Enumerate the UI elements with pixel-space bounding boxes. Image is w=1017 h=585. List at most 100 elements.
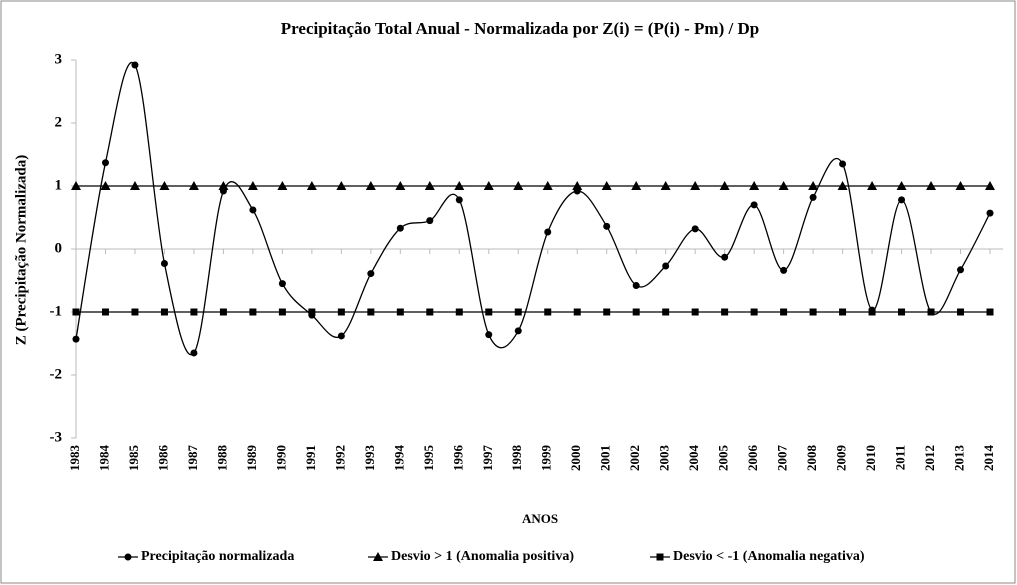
point bbox=[632, 308, 640, 316]
point bbox=[573, 308, 581, 316]
legend-marker bbox=[656, 553, 664, 561]
x-tick-label: 2011 bbox=[893, 445, 908, 470]
legend-label: Desvio > 1 (Anomalia positiva) bbox=[391, 549, 574, 564]
legend-marker bbox=[373, 552, 383, 561]
x-tick-label: 2013 bbox=[952, 445, 967, 472]
point bbox=[544, 308, 552, 316]
point bbox=[514, 327, 522, 335]
x-tick-label: 1996 bbox=[450, 445, 465, 472]
point bbox=[957, 266, 965, 274]
x-tick-label: 1997 bbox=[480, 444, 495, 471]
point bbox=[131, 308, 139, 316]
x-tick-label: 1988 bbox=[214, 445, 229, 472]
point bbox=[660, 181, 671, 190]
point bbox=[129, 181, 140, 190]
x-tick-label: 2001 bbox=[598, 445, 613, 471]
x-axis-label: ANOS bbox=[522, 511, 558, 526]
point bbox=[603, 308, 611, 316]
x-tick-label: 2009 bbox=[834, 445, 849, 472]
point bbox=[455, 308, 463, 316]
point bbox=[247, 181, 258, 190]
x-tick-label: 1985 bbox=[126, 445, 141, 472]
legend-label: Precipitação normalizada bbox=[141, 549, 294, 564]
point bbox=[719, 181, 730, 190]
point bbox=[249, 308, 257, 316]
point bbox=[809, 193, 817, 201]
x-tick-label: 2000 bbox=[568, 445, 583, 471]
point bbox=[780, 308, 788, 316]
point bbox=[750, 308, 758, 316]
point bbox=[603, 222, 611, 230]
x-tick-label: 1999 bbox=[539, 445, 554, 472]
point bbox=[396, 308, 404, 316]
point bbox=[778, 181, 789, 190]
point bbox=[601, 181, 612, 190]
point bbox=[721, 308, 729, 316]
y-tick-label: -2 bbox=[50, 366, 63, 382]
point bbox=[544, 228, 552, 236]
point bbox=[986, 308, 994, 316]
point bbox=[926, 181, 937, 190]
point bbox=[662, 308, 670, 316]
point bbox=[365, 181, 376, 190]
point bbox=[485, 331, 493, 339]
point bbox=[249, 206, 257, 214]
point bbox=[896, 181, 907, 190]
point bbox=[632, 282, 640, 290]
point bbox=[485, 308, 493, 316]
point bbox=[188, 181, 199, 190]
point bbox=[101, 308, 109, 316]
x-tick-label: 1987 bbox=[185, 445, 200, 472]
point bbox=[927, 308, 935, 316]
point bbox=[395, 181, 406, 190]
point bbox=[513, 181, 524, 190]
y-tick-label: 1 bbox=[55, 177, 63, 193]
y-tick-label: 2 bbox=[55, 114, 63, 130]
point bbox=[278, 280, 286, 288]
point bbox=[424, 181, 435, 190]
y-tick-label: -3 bbox=[50, 429, 63, 445]
point bbox=[808, 181, 819, 190]
x-tick-label: 1998 bbox=[509, 445, 524, 472]
x-tick-label: 2012 bbox=[922, 445, 937, 471]
point bbox=[691, 225, 699, 233]
legend-label: Desvio < -1 (Anomalia negativa) bbox=[673, 549, 865, 564]
point bbox=[572, 181, 583, 190]
y-tick-label: 3 bbox=[55, 51, 63, 67]
x-tick-label: 1991 bbox=[303, 445, 318, 471]
point bbox=[308, 308, 316, 316]
point bbox=[337, 332, 345, 340]
point bbox=[336, 181, 347, 190]
point bbox=[72, 335, 80, 343]
x-tick-label: 1986 bbox=[155, 445, 170, 472]
x-tick-label: 2003 bbox=[657, 445, 672, 472]
point bbox=[219, 308, 227, 316]
point bbox=[71, 181, 81, 190]
x-tick-label: 2005 bbox=[716, 445, 731, 472]
point bbox=[483, 181, 494, 190]
point bbox=[337, 308, 345, 316]
point bbox=[986, 209, 994, 217]
x-tick-label: 1992 bbox=[332, 445, 347, 471]
point bbox=[455, 196, 463, 204]
x-tick-label: 1983 bbox=[67, 445, 82, 472]
y-tick-label: 0 bbox=[55, 240, 63, 256]
x-tick-label: 2014 bbox=[981, 445, 996, 472]
x-tick-label: 2006 bbox=[745, 445, 760, 472]
point bbox=[837, 181, 848, 190]
x-tick-label: 1984 bbox=[96, 445, 111, 472]
point bbox=[542, 181, 553, 190]
point bbox=[868, 308, 876, 316]
x-tick-label: 2010 bbox=[863, 445, 878, 471]
point bbox=[426, 308, 434, 316]
point bbox=[514, 308, 522, 316]
point bbox=[218, 181, 229, 190]
point bbox=[867, 181, 878, 190]
point bbox=[454, 181, 465, 190]
point bbox=[100, 181, 111, 190]
point bbox=[131, 61, 139, 69]
point bbox=[898, 196, 906, 204]
point bbox=[160, 308, 168, 316]
